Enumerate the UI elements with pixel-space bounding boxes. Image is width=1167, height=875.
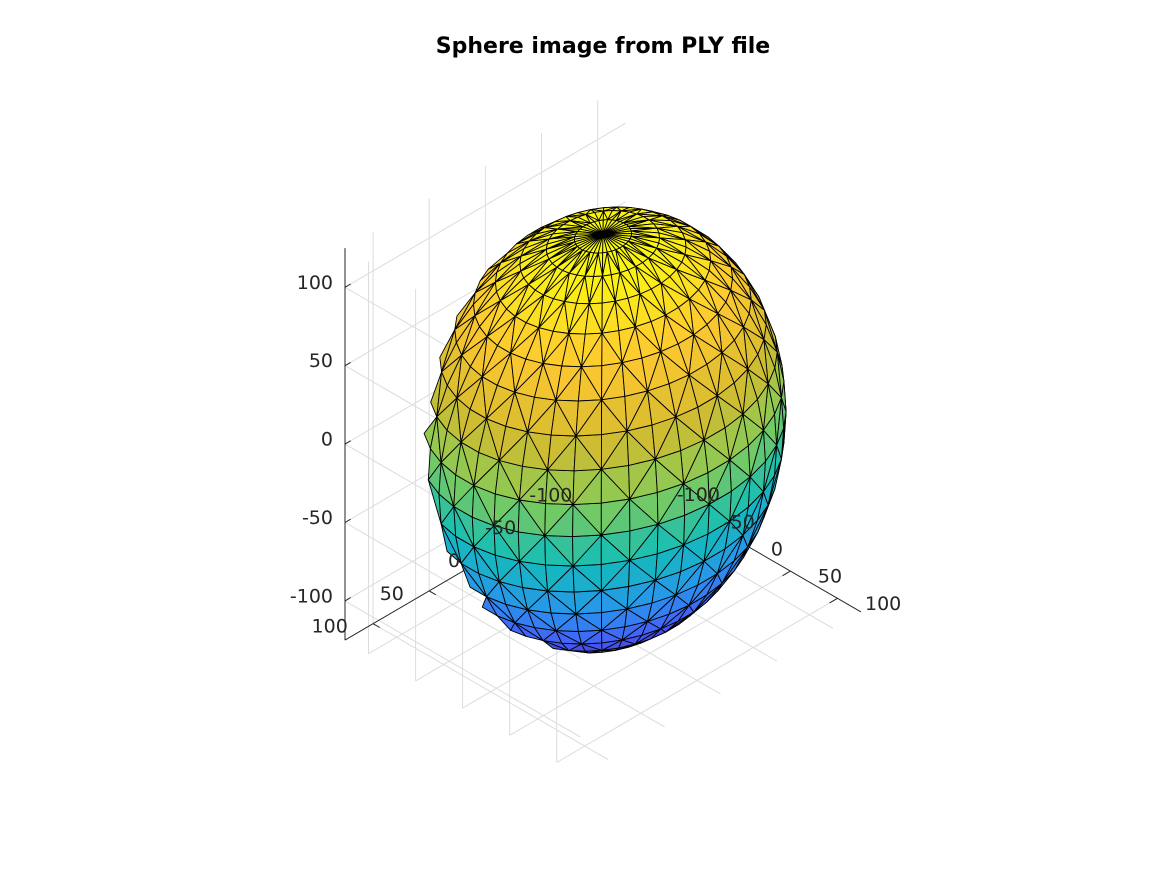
y-tick-label: 0 xyxy=(448,550,460,572)
z-tick-label: 50 xyxy=(309,350,333,372)
chart-title: Sphere image from PLY file xyxy=(436,34,770,59)
z-tick-label: 100 xyxy=(297,272,333,294)
x-tick-label: 50 xyxy=(818,566,842,588)
z-tick xyxy=(344,440,351,445)
z-tick-label: -100 xyxy=(290,585,333,607)
y-tick-label: 50 xyxy=(380,583,404,605)
z-tick xyxy=(344,518,351,523)
z-tick-label: 0 xyxy=(321,429,333,451)
sphere-surface xyxy=(423,206,787,654)
z-tick xyxy=(344,283,351,288)
z-tick xyxy=(344,361,351,367)
sphere-face xyxy=(647,390,677,426)
x-tick xyxy=(782,570,791,577)
grid-line xyxy=(344,122,627,288)
y-tick-label: 100 xyxy=(312,616,348,638)
y-tick-label: -50 xyxy=(485,517,516,539)
grid-line xyxy=(344,600,581,738)
y-tick-label: -100 xyxy=(529,484,572,506)
z-tick xyxy=(344,597,351,602)
z-tick-label: -50 xyxy=(302,507,333,529)
grid-line xyxy=(372,623,609,761)
x-tick-label: 100 xyxy=(865,593,901,615)
x-tick xyxy=(829,597,838,604)
x-tick-label: -100 xyxy=(677,484,720,506)
x-tick-label: 0 xyxy=(771,539,783,561)
y-tick xyxy=(372,623,380,628)
x-tick-label: -50 xyxy=(724,511,755,533)
y-tick xyxy=(428,590,437,596)
grid-line xyxy=(428,590,665,728)
